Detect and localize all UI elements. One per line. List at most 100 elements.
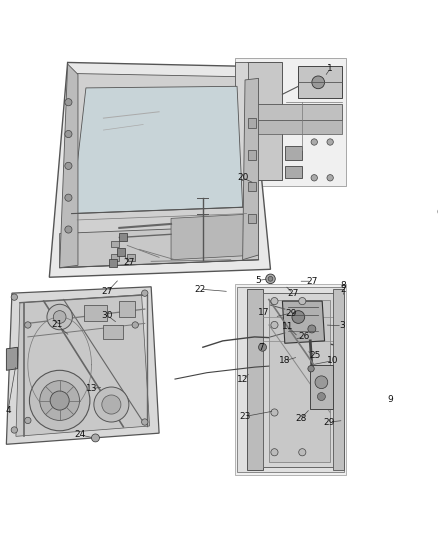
Circle shape	[141, 419, 148, 425]
Polygon shape	[16, 295, 149, 437]
Circle shape	[102, 395, 121, 414]
Text: 26: 26	[298, 333, 310, 342]
Polygon shape	[60, 225, 258, 268]
Text: 2: 2	[341, 286, 346, 294]
Circle shape	[132, 322, 138, 328]
Polygon shape	[111, 254, 119, 261]
Polygon shape	[269, 300, 330, 462]
Polygon shape	[262, 293, 334, 466]
Circle shape	[312, 76, 325, 88]
Circle shape	[327, 175, 333, 181]
Polygon shape	[283, 301, 325, 343]
Text: 7: 7	[258, 343, 264, 352]
Circle shape	[311, 175, 318, 181]
Text: 1: 1	[327, 64, 333, 74]
Polygon shape	[235, 284, 346, 474]
Polygon shape	[298, 67, 342, 98]
Circle shape	[266, 274, 275, 284]
Polygon shape	[49, 62, 271, 277]
Polygon shape	[127, 254, 135, 261]
Circle shape	[385, 392, 395, 401]
Circle shape	[65, 131, 72, 138]
Circle shape	[271, 409, 278, 416]
Text: 9: 9	[387, 395, 393, 404]
Circle shape	[65, 162, 72, 169]
Bar	[285, 166, 302, 178]
Circle shape	[308, 366, 314, 372]
Circle shape	[388, 394, 392, 399]
Text: 20: 20	[237, 173, 248, 182]
Text: 17: 17	[258, 308, 270, 317]
Polygon shape	[247, 62, 283, 180]
Circle shape	[141, 290, 148, 296]
Text: 11: 11	[282, 322, 294, 331]
Bar	[248, 214, 256, 223]
Circle shape	[318, 393, 325, 400]
Text: 21: 21	[52, 320, 63, 329]
Circle shape	[65, 194, 72, 201]
Polygon shape	[7, 347, 18, 370]
Circle shape	[25, 417, 31, 424]
Polygon shape	[171, 214, 258, 260]
Circle shape	[327, 139, 333, 145]
Circle shape	[25, 322, 31, 328]
Circle shape	[47, 304, 72, 330]
Polygon shape	[71, 86, 243, 214]
Text: 4: 4	[5, 406, 11, 415]
Bar	[84, 305, 107, 321]
Text: 24: 24	[74, 430, 85, 439]
Text: 25: 25	[309, 351, 321, 360]
Polygon shape	[235, 62, 248, 180]
Circle shape	[271, 449, 278, 456]
Circle shape	[11, 427, 18, 433]
Circle shape	[11, 294, 18, 300]
Polygon shape	[60, 74, 258, 268]
Polygon shape	[237, 287, 344, 472]
Text: 28: 28	[295, 414, 307, 423]
Circle shape	[315, 376, 328, 389]
Bar	[103, 325, 124, 340]
Polygon shape	[117, 248, 125, 256]
Polygon shape	[332, 289, 344, 470]
Text: 13: 13	[86, 384, 97, 393]
Polygon shape	[119, 233, 127, 241]
Circle shape	[299, 449, 306, 456]
Text: 18: 18	[279, 356, 290, 365]
Circle shape	[92, 434, 99, 442]
Polygon shape	[111, 240, 119, 247]
Text: 10: 10	[327, 356, 338, 365]
Circle shape	[40, 381, 80, 421]
Circle shape	[268, 277, 273, 281]
Text: 8: 8	[341, 281, 346, 290]
Text: 27: 27	[287, 289, 298, 297]
Bar	[248, 182, 256, 191]
Circle shape	[271, 321, 278, 328]
Text: 6: 6	[436, 207, 438, 216]
Polygon shape	[235, 59, 346, 186]
Circle shape	[53, 311, 66, 324]
Circle shape	[65, 99, 72, 106]
Circle shape	[50, 391, 69, 410]
Bar	[248, 118, 256, 128]
Circle shape	[311, 139, 318, 145]
Circle shape	[292, 311, 305, 324]
Text: 29: 29	[324, 417, 335, 426]
Polygon shape	[310, 365, 332, 408]
Circle shape	[94, 387, 129, 422]
Polygon shape	[247, 104, 342, 120]
Circle shape	[299, 297, 306, 305]
Text: 22: 22	[195, 285, 206, 294]
Text: 23: 23	[239, 412, 251, 421]
Text: 12: 12	[237, 375, 248, 384]
Bar	[119, 301, 135, 317]
Text: 27: 27	[306, 277, 318, 286]
Circle shape	[29, 370, 90, 431]
Text: 30: 30	[102, 311, 113, 320]
Text: 27: 27	[102, 287, 113, 296]
Circle shape	[271, 297, 278, 305]
Circle shape	[258, 343, 266, 351]
Polygon shape	[7, 287, 159, 445]
Polygon shape	[60, 64, 78, 268]
Circle shape	[308, 325, 316, 333]
Text: 5: 5	[256, 276, 261, 285]
